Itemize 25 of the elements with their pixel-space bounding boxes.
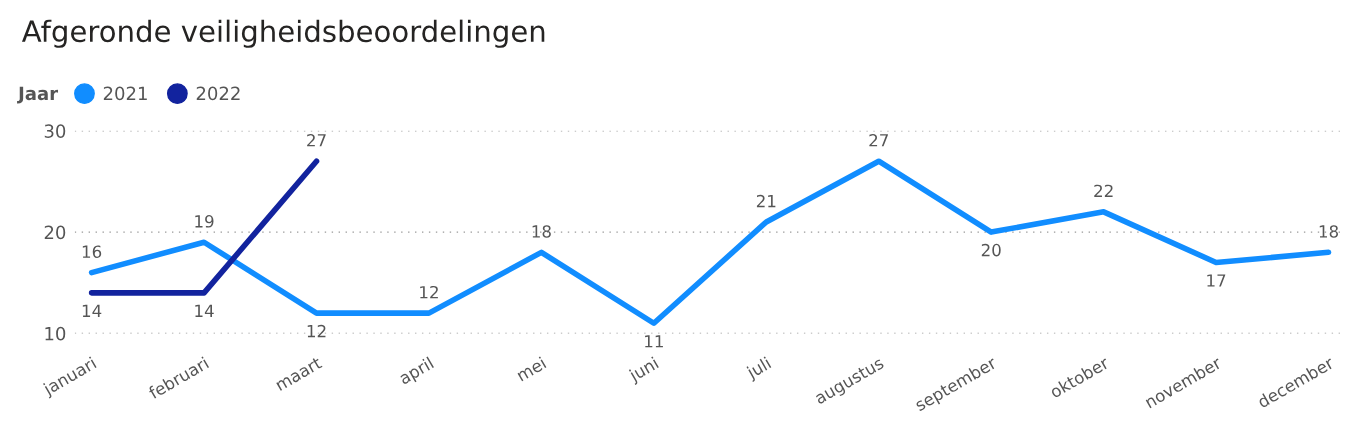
x-tick-label: juli [744,356,774,382]
x-tick-label: april [397,356,436,388]
data-label: 22 [1094,184,1113,197]
legend-label: 2021 [103,86,147,101]
data-label: 20 [981,243,1001,257]
legend-title: Jaar [17,86,59,104]
x-tick-label: mei [515,356,547,382]
data-label: 12 [307,324,326,338]
data-label: 11 [645,335,663,348]
y-tick-label: 30 [44,124,66,138]
data-label: 27 [869,133,888,147]
y-tick-label: 20 [44,225,66,240]
data-label: 21 [756,194,776,208]
data-label: 17 [1207,274,1226,287]
data-label: 14 [82,304,102,317]
data-label: 12 [420,285,438,299]
legend-label: 2022 [196,86,240,101]
data-label: 27 [307,133,326,147]
data-label: 19 [195,215,214,228]
y-tick-label: 10 [45,326,66,341]
data-label: 18 [532,225,551,238]
data-label: 16 [82,245,102,258]
data-label: 18 [1319,225,1339,238]
chart-title: Afgeronde veiligheidsbeoordelingen [21,19,545,48]
data-label: 14 [195,304,214,317]
